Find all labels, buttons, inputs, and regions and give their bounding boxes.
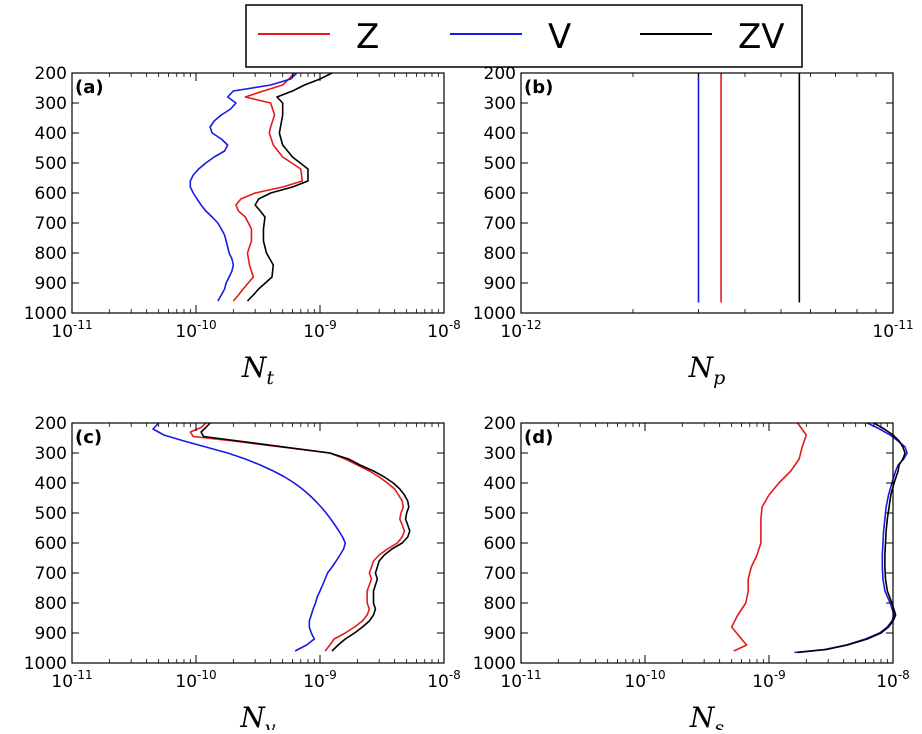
panel-a-series-line-zv [246,72,333,302]
panel-d-series-line-z [730,422,808,652]
panel-b-series [697,73,801,303]
panel-a-ytick-label: 200 [35,64,67,84]
panel-b-ytick-label: 300 [484,94,516,114]
panel-c-label: (c) [75,427,102,448]
legend-box [245,4,803,68]
panel-c-series [152,422,411,652]
panel-b-ytick-label: 200 [484,64,516,84]
panel-d-series-line-zv [797,422,906,654]
panel-c-series-line-v [152,422,347,652]
panel-c-ytick-label: 900 [35,624,67,644]
legend-label-zv: ZV [738,17,785,57]
panel-c-xtick-label: 10-10 [175,668,216,692]
panel-d-ytick-label: 1000 [473,654,516,674]
legend-label-z: Z [356,17,379,57]
panel-c-ytick-label: 700 [35,564,67,584]
panel-a-ytick-label: 1000 [24,304,67,324]
panel-a-series [189,72,333,302]
panel-c-ytick-label: 200 [35,414,67,434]
panel-a-ytick-label: 700 [35,214,67,234]
panel-a-ytick-label: 300 [35,94,67,114]
panel-b-ytick-label: 600 [484,184,516,204]
panel-d-ytick-label: 200 [484,414,516,434]
panel-a-ytick-label: 500 [35,154,67,174]
panel-c-series-line-z [189,422,406,652]
panel-c-ytick-label: 500 [35,504,67,524]
panel-c-series-line-zv [200,422,411,652]
panel-a-label: (a) [75,77,104,98]
legend-label-v: V [548,17,571,57]
panel-b-ytick-label: 800 [484,244,516,264]
panel-d-ytick-label: 700 [484,564,516,584]
panel-d-ytick-label: 900 [484,624,516,644]
panel-d-ytick-label: 800 [484,594,516,614]
panel-d-ytick-label: 400 [484,474,516,494]
panel-a-ytick-label: 600 [35,184,67,204]
panel-c-ytick-label: 600 [35,534,67,554]
panel-a-ytick-label: 400 [35,124,67,144]
legend: Z V ZV [245,4,803,68]
panel-c-ytick-label: 800 [35,594,67,614]
panel-d-ytick-label: 600 [484,534,516,554]
panel-b-ytick-label: 900 [484,274,516,294]
panel-c-xtick-label: 10-9 [303,668,337,692]
panel-d-ytick-label: 300 [484,444,516,464]
panel-b-label: (b) [524,77,553,98]
panel-a-xtick-label: 10-10 [175,318,216,342]
panel-a-ytick-label: 800 [35,244,67,264]
panel-b-ytick-label: 1000 [473,304,516,324]
panel-a-series-line-z [232,72,304,302]
panel-d-ytick-label: 500 [484,504,516,524]
panel-b-ytick-label: 500 [484,154,516,174]
panel-d-series [730,422,908,654]
panel-a-series-line-v [189,72,298,302]
panel-c-ytick-label: 300 [35,444,67,464]
panel-b-ytick-label: 700 [484,214,516,234]
panel-b-ytick-label: 400 [484,124,516,144]
panel-a-ytick-label: 900 [35,274,67,294]
panel-c-ytick-label: 1000 [24,654,67,674]
panel-c-ytick-label: 400 [35,474,67,494]
panel-d-label: (d) [524,427,553,448]
